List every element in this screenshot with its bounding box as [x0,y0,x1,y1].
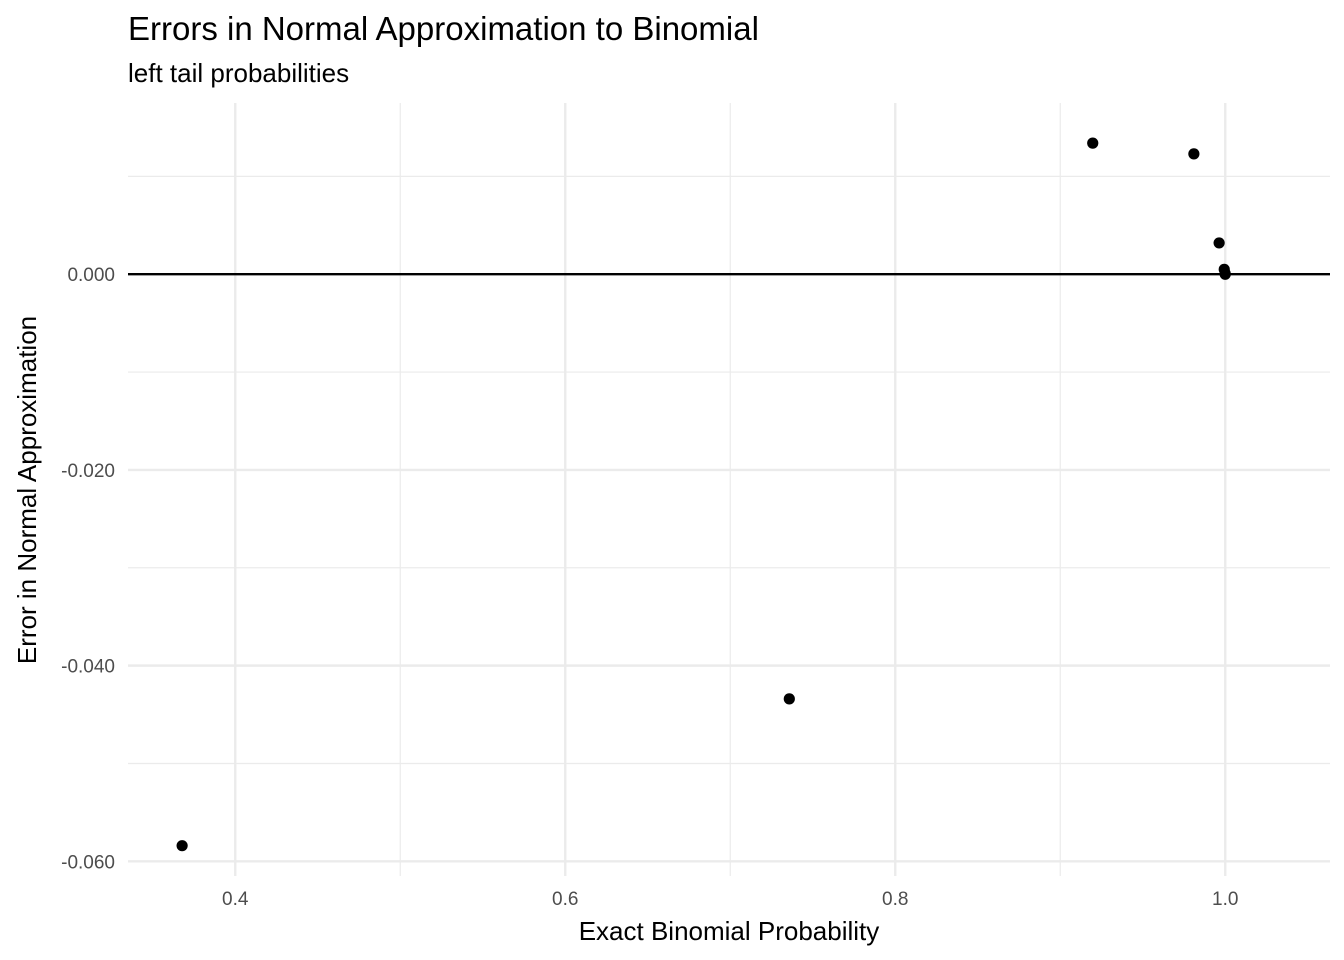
minor-gridlines [128,103,1330,876]
data-point [1219,268,1231,280]
data-point [1087,137,1099,149]
data-point [783,693,795,705]
y-tick-label: 0.000 [67,265,115,286]
x-tick-label: 0.8 [882,889,908,910]
x-axis-title: Exact Binomial Probability [579,916,880,946]
y-tick-label: -0.040 [61,657,115,678]
x-tick-label: 0.6 [552,889,578,910]
major-gridlines [128,103,1330,876]
data-point [176,840,188,852]
x-tick-label: 1.0 [1212,889,1238,910]
data-point [1188,148,1200,160]
data-point [1213,237,1225,249]
data-points [176,137,1231,852]
y-axis-title: Error in Normal Approximation [12,316,42,664]
y-tick-label: -0.060 [61,852,115,873]
y-axis-ticks: -0.060 -0.040 -0.020 0.000 [61,265,115,873]
chart-subtitle: left tail probabilities [128,58,350,88]
y-tick-label: -0.020 [61,461,115,482]
chart-title: Errors in Normal Approximation to Binomi… [128,10,759,47]
x-axis-ticks: 0.4 0.6 0.8 1.0 [222,889,1238,910]
x-tick-label: 0.4 [222,889,249,910]
